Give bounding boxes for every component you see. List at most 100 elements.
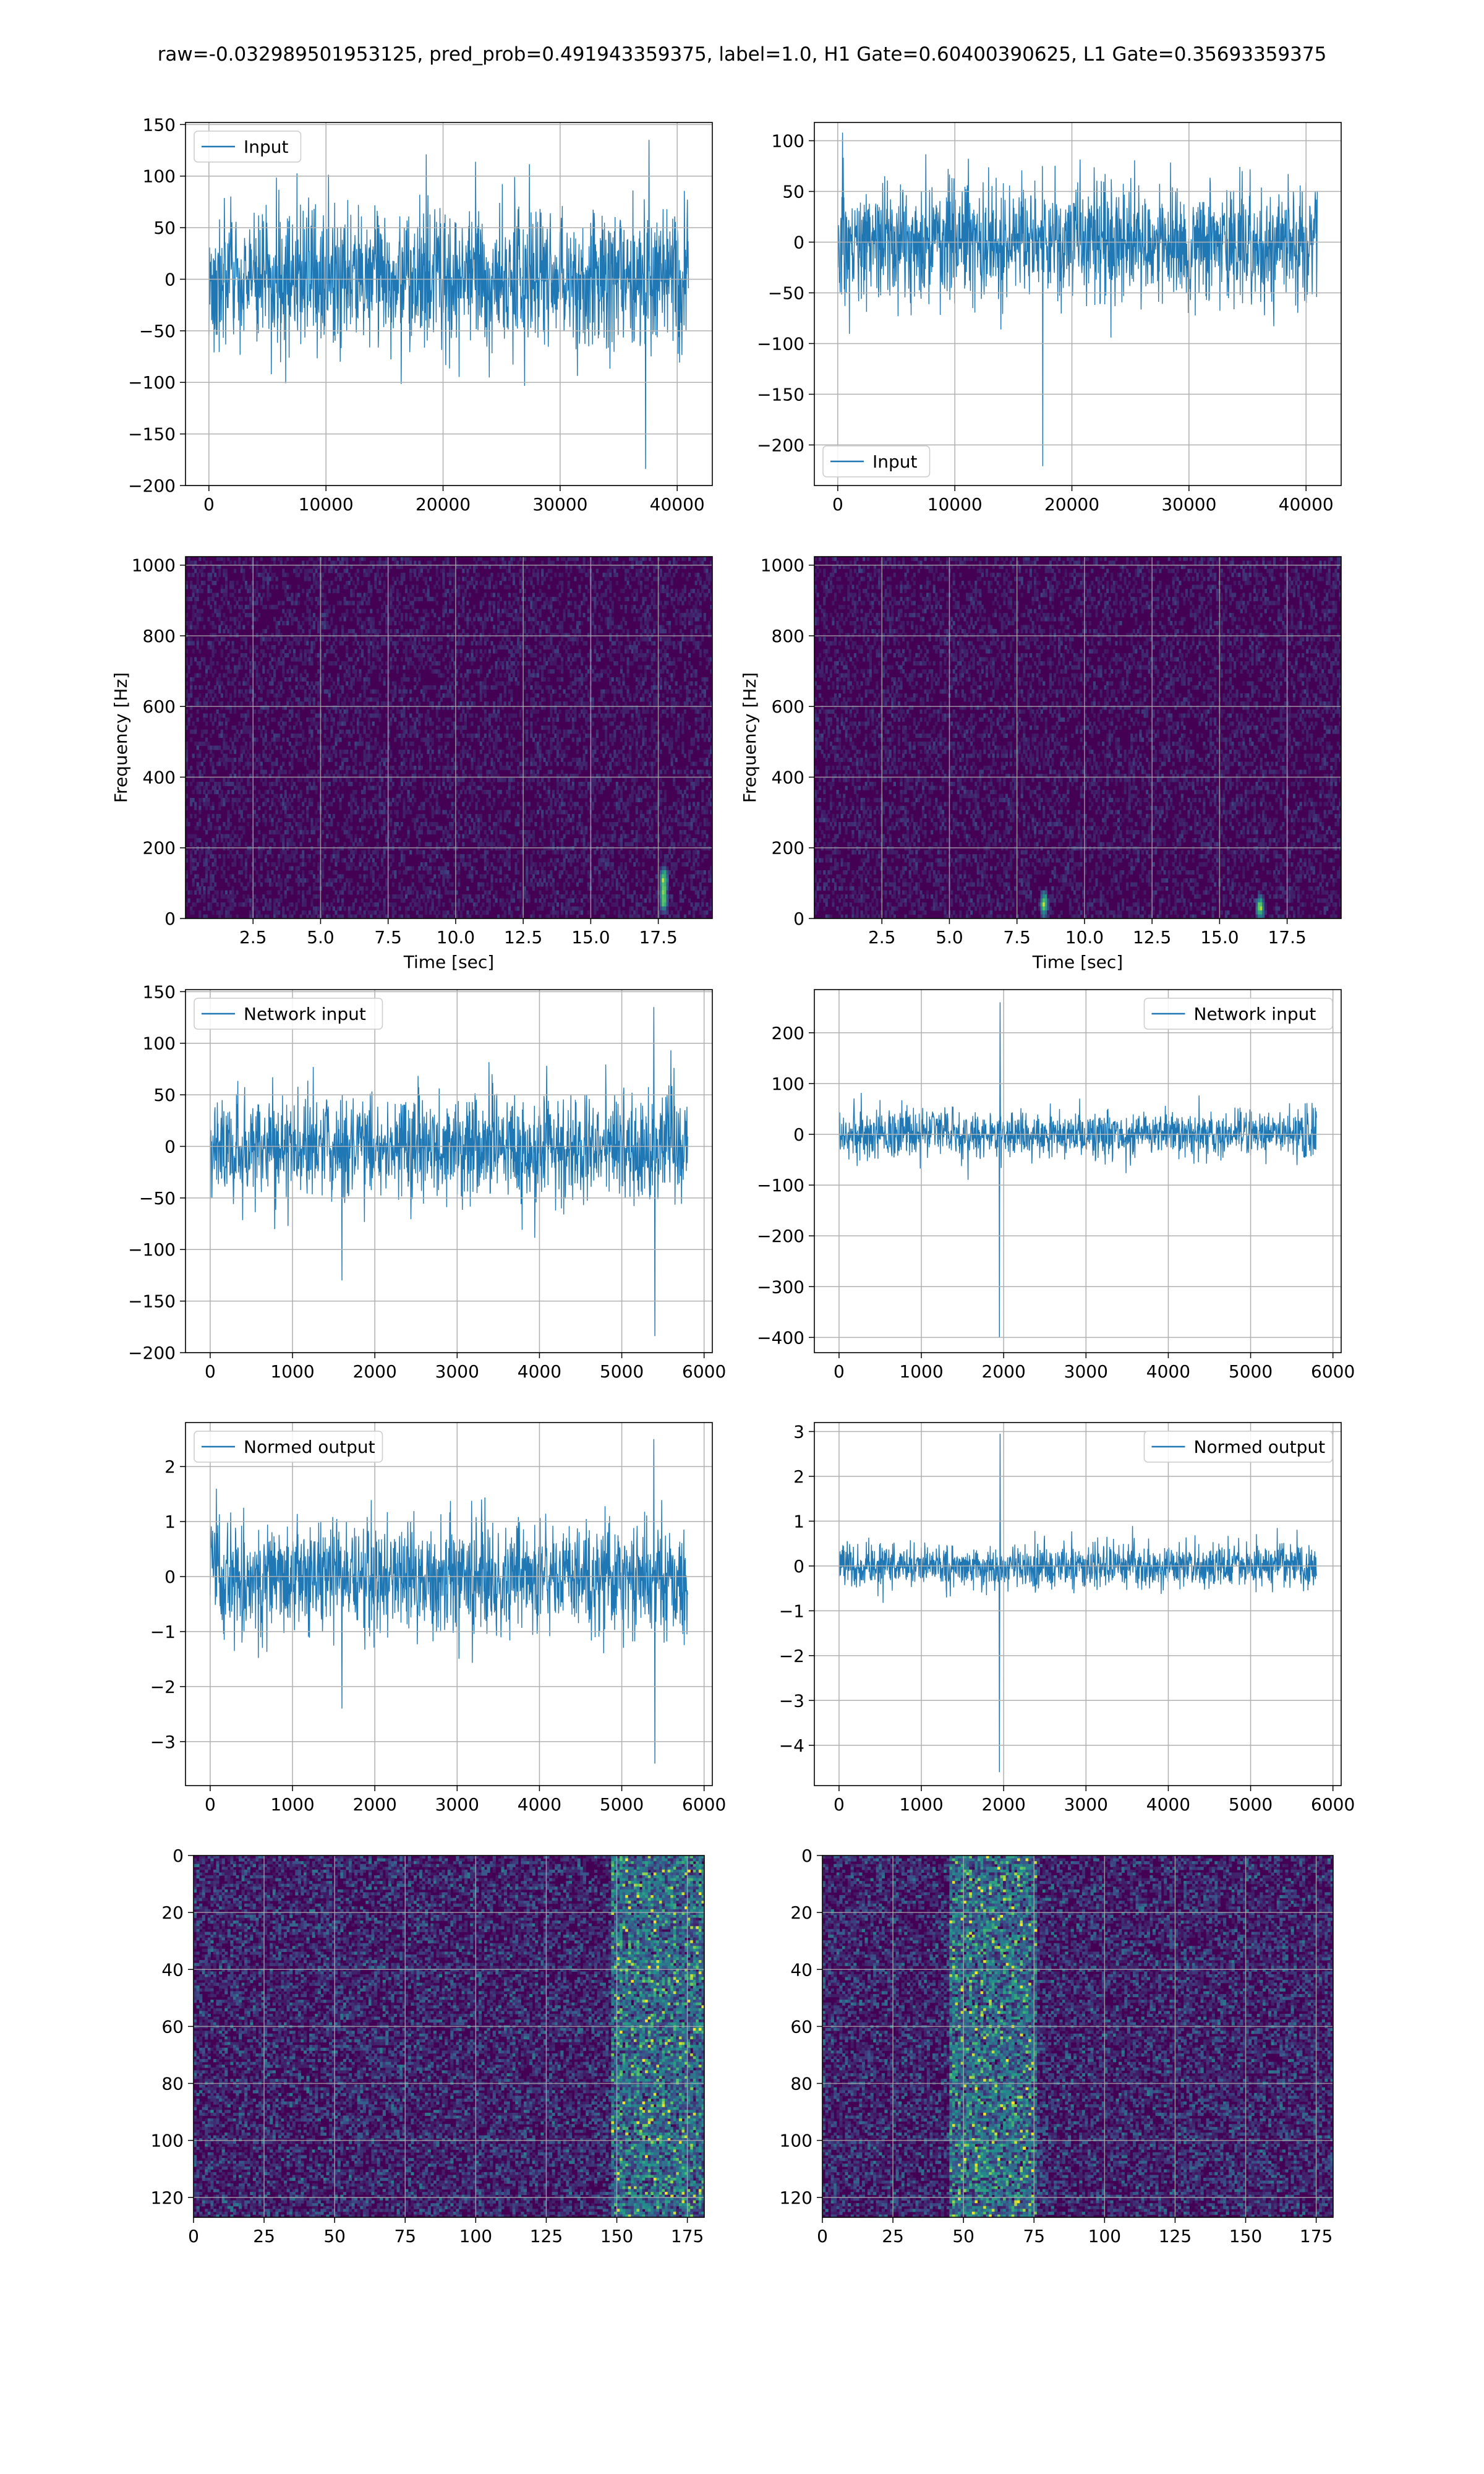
x-tick-label: 4000: [518, 1794, 561, 1815]
y-tick-label: −300: [757, 1277, 804, 1297]
y-tick-label: 1000: [132, 555, 176, 576]
y-tick-label: 0: [164, 1136, 176, 1157]
x-tick-label: 25: [882, 2226, 904, 2246]
y-tick-label: 200: [772, 838, 804, 858]
axes-frame: [193, 1855, 705, 2218]
x-tick-label: 0: [834, 1361, 845, 1382]
h1-input-panel: 0 10000 20000 30000 40000 −200 −150 −100 −50 0 50 1…: [128, 114, 713, 515]
x-axis-label: Time [sec]: [403, 952, 494, 972]
y-tick-label: 1: [793, 1511, 804, 1531]
y-tick-label: −1: [779, 1601, 804, 1621]
legend-label: Normed output: [1194, 1437, 1326, 1457]
y-tick-label: 0: [793, 909, 804, 929]
y-tick-label: 40: [161, 1959, 184, 1980]
x-axis-label: Time [sec]: [1032, 952, 1123, 972]
x-tick-label: 6000: [682, 1361, 726, 1382]
y-tick-label: −400: [757, 1327, 804, 1348]
y-tick-label: 80: [161, 2074, 184, 2094]
y-tick-label: 50: [782, 181, 804, 202]
x-tick-label: 20000: [1044, 494, 1099, 515]
x-tick-label: 6000: [1311, 1361, 1355, 1382]
y-tick-label: 400: [143, 767, 176, 787]
x-tick-label: 1000: [270, 1794, 314, 1815]
x-tick-label: 5000: [600, 1794, 644, 1815]
y-tick-label: −2: [150, 1677, 176, 1697]
x-tick-label: 5000: [600, 1361, 644, 1382]
y-tick-label: −3: [150, 1732, 176, 1752]
series-line: [208, 140, 689, 469]
x-tick-label: 6000: [682, 1794, 726, 1815]
y-tick-label: 0: [164, 909, 176, 929]
l1-input-panel: 0 10000 20000 30000 40000 −200 −150 −100 −50 0 50 1…: [757, 122, 1342, 515]
legend: Input: [822, 445, 931, 477]
y-tick-label: 100: [780, 2131, 812, 2151]
x-tick-label: 1000: [899, 1794, 943, 1815]
x-tick-label: 100: [1088, 2226, 1121, 2246]
axes-frame: [814, 556, 1342, 919]
x-tick-label: 4000: [1146, 1361, 1190, 1382]
x-tick-label: 5.0: [936, 927, 963, 948]
plot-area: [814, 990, 1341, 1353]
h1-feature-map-panel: 0 25 50 75 100 125 150 175 0 20 40 60 80 100 120: [151, 1846, 705, 2246]
x-tick-label: 10.0: [437, 927, 475, 948]
y-tick-label: −200: [757, 435, 804, 455]
axes-frame: [814, 1422, 1342, 1786]
y-tick-label: −50: [139, 321, 176, 341]
x-tick-label: 1000: [270, 1361, 314, 1382]
y-tick-label: 600: [143, 696, 176, 717]
series-line: [838, 1002, 1317, 1338]
y-tick-label: −150: [128, 424, 176, 445]
x-tick-label: 7.5: [374, 927, 402, 948]
axes-frame: [814, 122, 1342, 486]
x-tick-label: 4000: [1146, 1794, 1190, 1815]
x-tick-label: 3000: [1064, 1794, 1108, 1815]
x-tick-label: 20000: [416, 494, 471, 515]
y-tick-label: 120: [780, 2188, 812, 2208]
x-tick-label: 125: [530, 2226, 563, 2246]
y-tick-label: 0: [793, 232, 804, 252]
l1-normed-output-panel: 0 1000 2000 3000 4000 5000 6000 −4 −3 −2 −1 0 1 2 3 Nor…: [779, 1421, 1355, 1815]
y-tick-label: −200: [757, 1226, 804, 1246]
y-tick-label: −50: [768, 283, 804, 303]
x-tick-label: 175: [671, 2226, 704, 2246]
x-tick-label: 0: [834, 1794, 845, 1815]
y-tick-label: −200: [128, 1343, 176, 1363]
h1-spectrogram-panel: 2.5 5.0 7.5 10.0 12.5 15.0 17.5 0 200 400 600 800 10…: [111, 555, 713, 972]
x-tick-label: 15.0: [571, 927, 610, 948]
x-tick-label: 40000: [650, 494, 705, 515]
y-tick-label: 20: [161, 1903, 184, 1923]
y-tick-label: 60: [161, 2016, 184, 2037]
y-tick-label: 600: [772, 696, 804, 717]
y-tick-label: −150: [128, 1291, 176, 1312]
y-tick-label: −50: [139, 1188, 176, 1209]
x-tick-label: 125: [1159, 2226, 1192, 2246]
l1-network-input-panel: 0 1000 2000 3000 4000 5000 6000−400−300−200−10…: [757, 989, 1355, 1382]
x-tick-label: 25: [253, 2226, 275, 2246]
x-tick-label: 50: [952, 2226, 974, 2246]
axes-frame: [185, 556, 713, 919]
x-tick-label: 2000: [353, 1361, 397, 1382]
y-tick-label: 1000: [761, 555, 804, 576]
x-tick-label: 50: [323, 2226, 346, 2246]
y-tick-label: 800: [143, 626, 176, 646]
x-tick-label: 2000: [353, 1794, 397, 1815]
y-tick-label: 800: [772, 626, 804, 646]
plot-area: [186, 1423, 712, 1786]
x-tick-label: 15.0: [1200, 927, 1239, 948]
x-tick-label: 175: [1300, 2226, 1333, 2246]
x-tick-label: 0: [205, 1361, 216, 1382]
y-tick-label: −3: [779, 1690, 804, 1711]
y-tick-label: 2: [793, 1466, 804, 1487]
y-tick-label: −100: [128, 1239, 176, 1260]
x-tick-label: 3000: [435, 1361, 479, 1382]
x-tick-label: 2000: [982, 1794, 1026, 1815]
legend: Normed output: [194, 1431, 383, 1463]
y-tick-label: 0: [793, 1124, 804, 1145]
axes-frame: [814, 989, 1342, 1353]
y-tick-label: 100: [143, 166, 176, 187]
x-tick-label: 0: [817, 2226, 828, 2246]
series-line: [838, 1434, 1317, 1773]
y-tick-label: 100: [772, 131, 804, 152]
x-tick-label: 5000: [1229, 1794, 1273, 1815]
